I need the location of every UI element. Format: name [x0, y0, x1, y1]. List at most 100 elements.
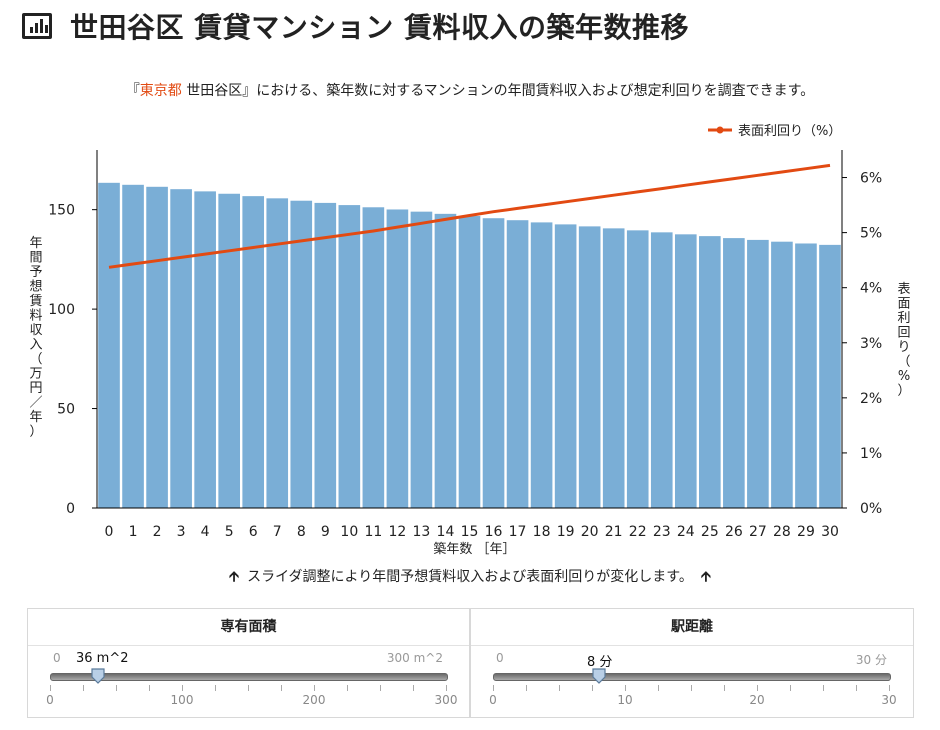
x-tick-label: 24	[677, 524, 695, 540]
slider-tick	[149, 685, 150, 691]
x-tick-label: 28	[773, 524, 791, 540]
hint-text: スライダ調整により年間予想賃料収入および表面利回りが変化します。	[247, 569, 693, 585]
slider-tick	[380, 685, 381, 691]
y-axis-label: 年間予想賃料収入（万円／年）	[29, 236, 42, 440]
slider-tick	[413, 685, 414, 691]
bar-8	[290, 200, 313, 508]
x-tick-label: 27	[749, 524, 767, 540]
prefecture-link[interactable]: 東京都	[139, 83, 182, 99]
bar-14	[434, 213, 457, 508]
bar-1	[122, 184, 144, 509]
bar-11	[362, 207, 385, 508]
bar-2	[146, 186, 168, 508]
slider-tick	[215, 685, 216, 691]
bar-7	[266, 198, 289, 508]
x-tick-label: 0	[105, 524, 114, 540]
bar-13	[410, 211, 433, 508]
legend-label: 表面利回り（%）	[738, 124, 841, 139]
slider-tick-label: 20	[749, 693, 765, 707]
x-tick-label: 5	[225, 524, 234, 540]
bar-26	[723, 238, 745, 508]
bar-0	[98, 182, 120, 509]
x-tick-label: 20	[581, 524, 599, 540]
bar-30	[819, 244, 841, 508]
x-tick-label: 10	[340, 524, 358, 540]
slider-tick	[50, 685, 51, 691]
station-slider-panel: 駅距離 0 8 分 30 分 0 10 20 30	[470, 608, 914, 718]
y-tick-label: 50	[57, 402, 75, 418]
x-tick-label: 22	[629, 524, 647, 540]
x-tick-label: 13	[413, 524, 431, 540]
slider-tick	[724, 685, 725, 691]
area-slider-handle[interactable]	[90, 668, 105, 684]
area-value-label: 36 m^2	[76, 651, 129, 666]
slider-tick	[526, 685, 527, 691]
title-row: 世田谷区 賃貸マンション 賃料収入の築年数推移	[22, 6, 689, 46]
slider-tick	[559, 685, 560, 691]
bar-chart-icon	[22, 13, 52, 39]
bar-4	[194, 191, 216, 508]
bar-24	[674, 234, 697, 508]
bar-10	[338, 205, 361, 508]
x-tick-label: 4	[201, 524, 210, 540]
station-max-label: 30 分	[855, 653, 887, 667]
x-tick-label: 8	[297, 524, 306, 540]
slider-tick	[691, 685, 692, 691]
bar-15	[458, 216, 481, 508]
slider-tick	[757, 685, 758, 691]
bar-19	[554, 224, 577, 508]
slider-tick	[592, 685, 593, 691]
station-slider-track[interactable]	[493, 673, 891, 681]
y-tick-label: 0	[66, 501, 75, 517]
slider-tick	[83, 685, 84, 691]
x-tick-label: 14	[437, 524, 455, 540]
slider-tick-label: 0	[489, 693, 497, 707]
description-prefix: 『	[125, 83, 140, 99]
legend-marker	[716, 126, 724, 134]
bar-12	[386, 209, 409, 508]
slider-tick-label: 100	[170, 693, 194, 707]
station-value-label: 8 分	[587, 655, 613, 670]
slider-tick	[314, 685, 315, 691]
y2-tick-label: 0%	[860, 501, 882, 517]
area-slider-title: 専有面積	[28, 609, 469, 646]
bar-9	[314, 202, 337, 508]
bar-29	[795, 243, 817, 508]
slider-tick	[625, 685, 626, 691]
slider-tick	[889, 685, 890, 691]
x-tick-label: 19	[557, 524, 575, 540]
slider-tick	[856, 685, 857, 691]
x-tick-label: 25	[701, 524, 719, 540]
slider-tick-label: 30	[881, 693, 897, 707]
x-tick-label: 7	[273, 524, 282, 540]
slider-tick-label: 300	[434, 693, 458, 707]
bar-18	[530, 222, 553, 508]
area-max-label: 300 m^2	[386, 651, 443, 665]
area-slider-track[interactable]	[50, 673, 448, 681]
x-tick-label: 12	[388, 524, 406, 540]
y-tick-label: 100	[48, 302, 75, 318]
slider-tick	[790, 685, 791, 691]
y2-tick-label: 6%	[860, 171, 882, 187]
page-description: 『東京都 世田谷区』における、築年数に対するマンションの年間賃料収入および想定利…	[0, 80, 940, 100]
slider-tick	[281, 685, 282, 691]
description-text: 世田谷区』における、築年数に対するマンションの年間賃料収入および想定利回りを調査…	[181, 83, 815, 99]
area-min-label: 0	[53, 651, 61, 665]
x-tick-label: 23	[653, 524, 671, 540]
x-tick-label: 9	[321, 524, 330, 540]
bar-23	[650, 232, 673, 508]
slider-hint: 🡩 スライダ調整により年間予想賃料収入および表面利回りが変化します。 🡩	[0, 566, 940, 590]
x-axis-label: 築年数 ［年］	[433, 542, 515, 557]
y2-tick-label: 1%	[860, 446, 882, 462]
bar-20	[578, 226, 601, 508]
slider-tick-label: 10	[617, 693, 633, 707]
x-tick-label: 21	[605, 524, 623, 540]
x-tick-label: 16	[485, 524, 503, 540]
yield-line	[108, 163, 831, 269]
x-tick-label: 2	[153, 524, 162, 540]
x-tick-label: 1	[129, 524, 138, 540]
station-slider-handle[interactable]	[591, 668, 606, 684]
arrow-up-icon: 🡩	[700, 569, 711, 585]
slider-tick	[446, 685, 447, 691]
